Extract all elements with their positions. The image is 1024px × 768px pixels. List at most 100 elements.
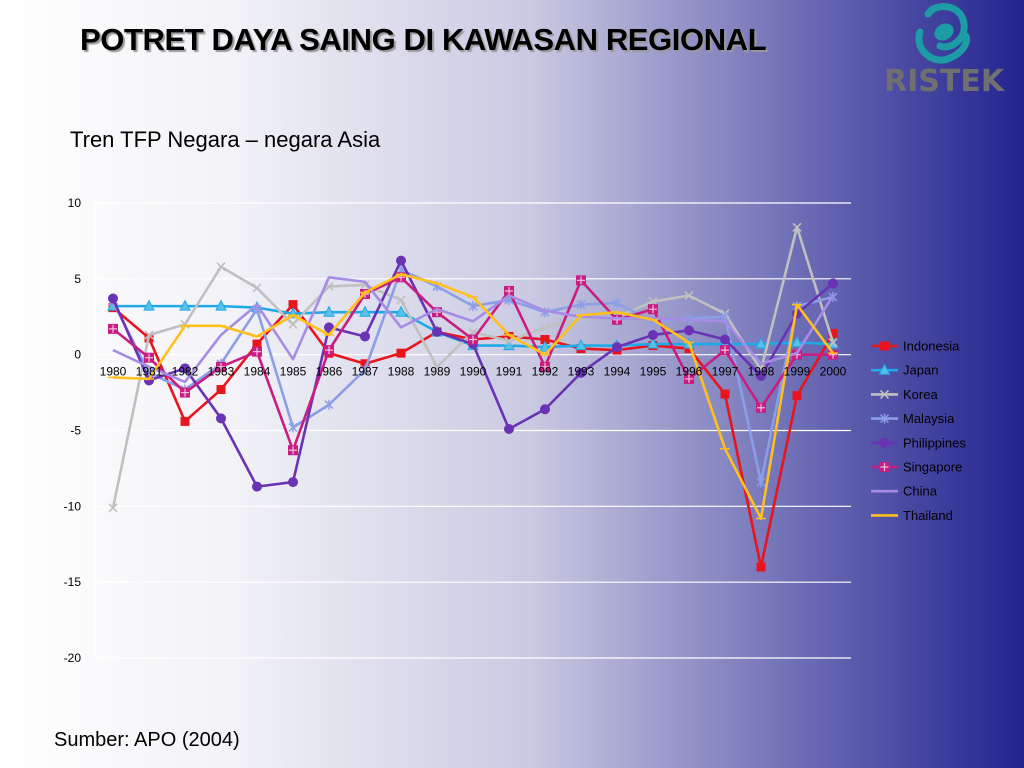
legend-marker bbox=[879, 413, 890, 424]
data-point bbox=[288, 445, 298, 456]
legend-label: Indonesia bbox=[903, 339, 960, 354]
y-tick-label: -5 bbox=[70, 424, 81, 438]
data-point bbox=[756, 477, 766, 488]
x-tick-label: 1996 bbox=[676, 365, 703, 379]
legend-label: Japan bbox=[903, 363, 938, 378]
data-point bbox=[756, 402, 766, 413]
data-point bbox=[684, 373, 694, 384]
data-point bbox=[828, 278, 838, 289]
chart-title: Tren TFP Negara – negara Asia bbox=[70, 127, 381, 152]
chart-grid bbox=[94, 202, 851, 659]
data-point bbox=[432, 362, 442, 372]
y-tick-label: -15 bbox=[64, 575, 82, 589]
series-singapore bbox=[108, 272, 838, 456]
data-point bbox=[576, 299, 586, 310]
data-point bbox=[324, 399, 334, 410]
x-tick-label: 1986 bbox=[316, 365, 343, 379]
data-point bbox=[755, 337, 767, 349]
legend-label: Korea bbox=[903, 387, 938, 402]
data-point bbox=[791, 335, 803, 348]
legend-item: Indonesia bbox=[871, 339, 960, 354]
x-tick-label: 1985 bbox=[280, 365, 307, 379]
data-point bbox=[252, 481, 262, 492]
data-point bbox=[648, 329, 658, 340]
legend-marker bbox=[879, 462, 890, 472]
x-tick-label: 1997 bbox=[712, 365, 739, 379]
data-point bbox=[684, 325, 694, 336]
y-tick-label: -20 bbox=[64, 651, 82, 665]
data-point bbox=[144, 352, 154, 363]
data-point bbox=[179, 299, 191, 311]
data-point bbox=[252, 346, 262, 357]
data-point bbox=[648, 304, 658, 315]
data-point bbox=[792, 391, 802, 401]
data-point bbox=[108, 323, 118, 334]
x-tick-label: 1981 bbox=[136, 365, 163, 379]
data-point bbox=[540, 322, 550, 332]
x-axis-ticks: 1980 1981 1982 1983 1984 1985 1986 1987 1988 1989… bbox=[100, 365, 847, 379]
series-thailand bbox=[108, 272, 838, 520]
x-tick-label: 1990 bbox=[460, 365, 487, 379]
series-line bbox=[112, 276, 835, 384]
data-point bbox=[792, 222, 802, 232]
data-point bbox=[323, 305, 335, 317]
x-tick-label: 2000 bbox=[820, 365, 847, 379]
data-point bbox=[215, 299, 227, 311]
data-point bbox=[252, 283, 262, 293]
data-point bbox=[756, 370, 766, 381]
data-point bbox=[576, 275, 586, 286]
legend-item: Philippines bbox=[871, 435, 966, 450]
data-point bbox=[252, 339, 262, 349]
logo-text: RISTEK bbox=[884, 64, 1005, 99]
series-china bbox=[112, 276, 835, 384]
y-tick-label: 0 bbox=[74, 348, 81, 362]
x-tick-label: 1995 bbox=[640, 365, 667, 379]
legend-item: Malaysia bbox=[871, 411, 955, 426]
source-note: Sumber: APO (2004) bbox=[54, 729, 240, 751]
x-tick-label: 1991 bbox=[496, 365, 523, 379]
data-point bbox=[720, 389, 730, 399]
y-tick-label: -10 bbox=[64, 499, 82, 513]
legend-item: Thailand bbox=[871, 508, 953, 523]
data-point bbox=[360, 331, 370, 342]
y-axis-ticks: 10 5 0 -5 -10 -15 -20 bbox=[64, 196, 82, 665]
data-point bbox=[396, 295, 406, 305]
data-point bbox=[324, 345, 334, 356]
data-point bbox=[359, 305, 371, 317]
x-tick-label: 1980 bbox=[100, 365, 127, 379]
legend-item: Korea bbox=[871, 387, 938, 402]
y-tick-label: 5 bbox=[74, 272, 81, 286]
data-point bbox=[684, 344, 694, 354]
data-point bbox=[720, 334, 730, 345]
data-point bbox=[288, 422, 298, 433]
data-point bbox=[396, 348, 406, 358]
x-tick-label: 1988 bbox=[388, 365, 415, 379]
data-point bbox=[108, 503, 118, 513]
data-point bbox=[180, 363, 190, 374]
data-point bbox=[503, 338, 515, 351]
data-point bbox=[612, 342, 622, 353]
x-tick-label: 1999 bbox=[784, 365, 811, 379]
x-tick-label: 1982 bbox=[172, 365, 199, 379]
data-point bbox=[504, 336, 514, 346]
data-point bbox=[504, 423, 514, 434]
data-point bbox=[108, 293, 118, 304]
x-tick-label: 1987 bbox=[352, 365, 379, 379]
chart-legend: Indonesia Japan Korea Malaysia Philippines Si… bbox=[871, 339, 966, 523]
data-point bbox=[647, 337, 659, 349]
legend-label: Thailand bbox=[903, 508, 953, 523]
chart-series bbox=[107, 222, 839, 572]
data-point bbox=[180, 416, 190, 426]
data-point bbox=[684, 290, 694, 301]
data-point bbox=[540, 335, 550, 344]
data-point bbox=[288, 319, 298, 329]
data-point bbox=[540, 404, 550, 415]
legend-marker bbox=[879, 437, 890, 448]
data-point bbox=[216, 361, 226, 372]
ristek-logo: RISTEK bbox=[884, 2, 1004, 102]
x-tick-label: 1983 bbox=[208, 365, 235, 379]
data-point bbox=[539, 340, 551, 352]
legend-label: Singapore bbox=[903, 460, 962, 475]
legend-item: Japan bbox=[871, 363, 938, 378]
